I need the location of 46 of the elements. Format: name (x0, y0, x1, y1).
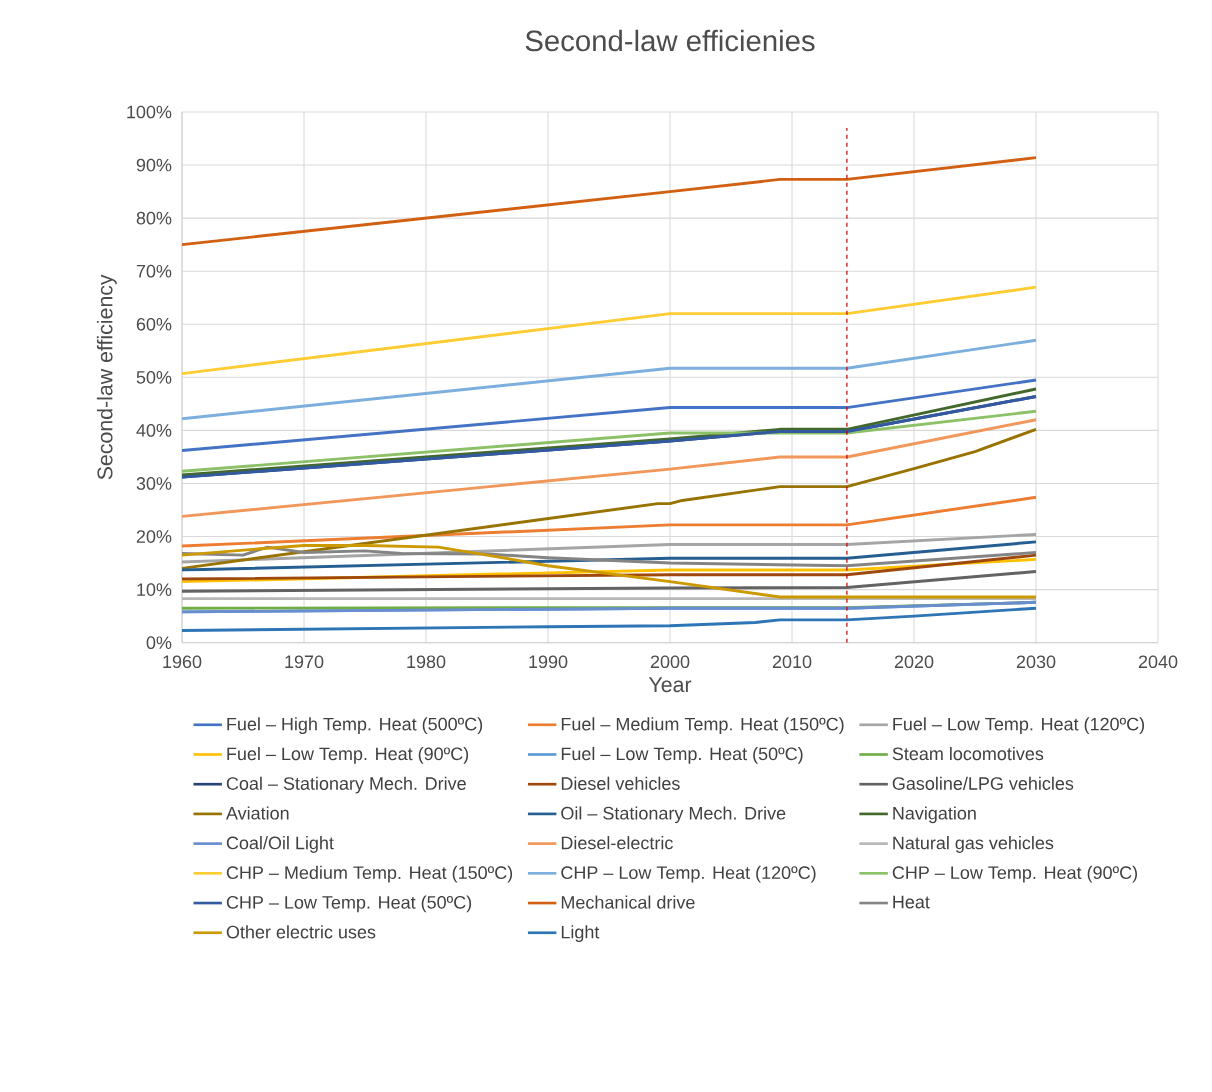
x-tick-label: 2030 (1016, 655, 1056, 669)
y-tick-label: 10% (137, 583, 172, 596)
legend-label: Fuel – High Temp. Heat (500ºC) (227, 717, 483, 735)
legend-label: CHP – Medium Temp. Heat (150ºC) (226, 865, 513, 883)
legend-label: Fuel – Medium Temp. Heat (150ºC) (561, 717, 844, 735)
legend-label: Natural gas vehicles (893, 836, 1054, 853)
legend-label: Other electric uses (226, 925, 376, 939)
x-tick-label: 2040 (1138, 655, 1178, 669)
x-axis-title: Year (648, 677, 692, 693)
y-tick-label: 90% (136, 158, 172, 172)
legend-label: Aviation (225, 806, 289, 820)
x-tick-label: 2000 (650, 655, 690, 669)
chart-title: Second-law efficienies (525, 29, 815, 52)
legend-label: CHP – Low Temp. Heat (90ºC) (892, 865, 1137, 883)
y-tick-label: 60% (136, 317, 172, 331)
legend-label: Navigation (893, 806, 976, 824)
y-tick-label: 100% (127, 105, 172, 119)
y-tick-label: 80% (136, 211, 172, 225)
x-tick-label: 1970 (285, 655, 324, 669)
x-tick-label: 2020 (894, 655, 934, 669)
legend-label: Fuel – Low Temp. Heat (50ºC) (561, 746, 803, 764)
legend-label: Mechanical drive (561, 895, 695, 909)
y-tick-label: 40% (136, 424, 172, 437)
legend-label: CHP – Low Temp. Heat (120ºC) (561, 865, 816, 883)
legend-label: Diesel-electric (561, 836, 673, 850)
legend-label: Oil – Stationary Mech. Drive (561, 806, 786, 824)
x-tick-label: 1960 (163, 655, 202, 669)
y-axis-title: Second-law efficiency (96, 274, 117, 480)
y-tick-label: 20% (136, 530, 172, 543)
legend-label: Fuel – Low Temp. Heat (120ºC) (893, 717, 1145, 735)
y-tick-label: 50% (136, 370, 172, 384)
y-tick-label: 70% (136, 264, 172, 278)
x-tick-label: 1990 (529, 655, 568, 669)
y-tick-label: 30% (136, 477, 172, 490)
y-tick-label: 0% (146, 636, 172, 650)
legend-label: Heat (893, 895, 930, 909)
x-tick-label: 1980 (407, 655, 446, 669)
legend-label: Diesel vehicles (561, 776, 680, 790)
legend-label: Gasoline/LPG vehicles (892, 776, 1074, 790)
x-tick-label: 2010 (772, 655, 812, 669)
legend-label: Coal/Oil Light (226, 836, 334, 853)
legend-label: Coal – Stationary Mech. Drive (226, 776, 466, 794)
legend-label: Steam locomotives (892, 746, 1044, 761)
legend-label: Fuel – Low Temp. Heat (90ºC) (227, 746, 469, 764)
legend-label: Light (561, 925, 600, 943)
legend-label: CHP – Low Temp. Heat (50ºC) (226, 895, 472, 913)
